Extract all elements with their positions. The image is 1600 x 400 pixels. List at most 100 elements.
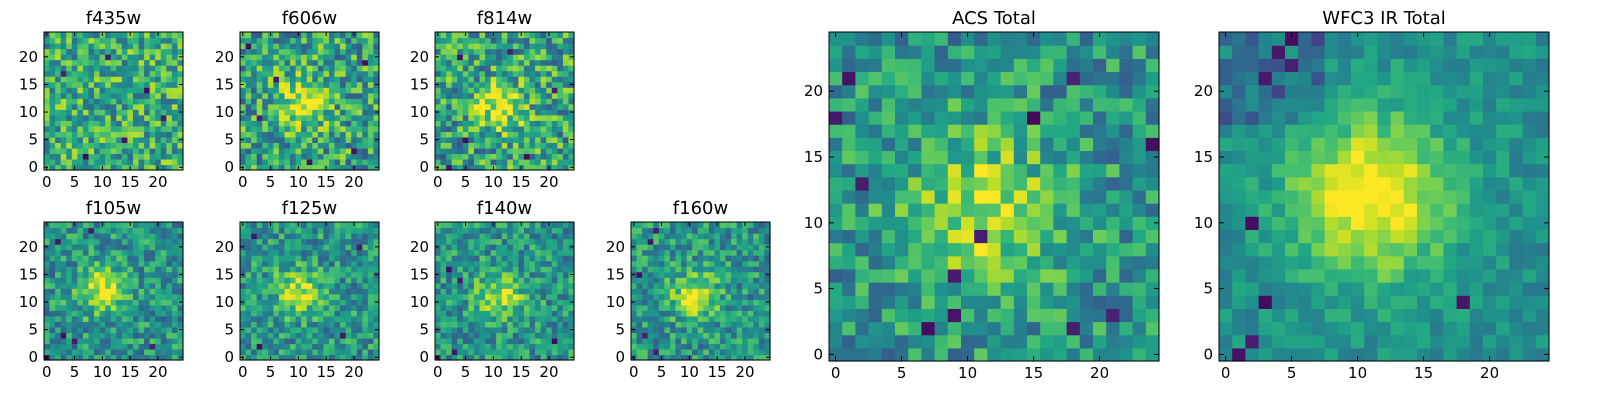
x-tick-label: 20 <box>148 363 167 381</box>
x-tick-label: 0 <box>238 363 248 381</box>
y-tick-label: 15 <box>1194 148 1213 166</box>
x-tick-label: 20 <box>344 173 363 191</box>
x-tick-label: 15 <box>121 173 140 191</box>
y-tick-label: 0 <box>419 348 429 366</box>
x-tick-label: 15 <box>121 363 140 381</box>
x-tick-label: 0 <box>831 364 841 382</box>
y-tick-label: 10 <box>19 103 38 121</box>
x-tick-label: 5 <box>70 173 80 191</box>
x-tick-label: 10 <box>680 363 699 381</box>
x-tick-label: 15 <box>1024 364 1043 382</box>
plot-frame <box>43 221 184 361</box>
heatmap-cells <box>240 32 380 171</box>
y-tick-label: 0 <box>224 158 234 176</box>
x-tick-label: 0 <box>433 363 443 381</box>
x-tick-label: 5 <box>461 173 471 191</box>
y-tick-label: 0 <box>28 158 38 176</box>
y-tick-label: 10 <box>19 293 38 311</box>
y-tick-label: 0 <box>813 345 823 363</box>
y-tick-label: 15 <box>410 265 429 283</box>
x-tick-label: 20 <box>148 173 167 191</box>
x-tick-label: 0 <box>629 363 639 381</box>
plot-frame <box>239 31 380 171</box>
x-tick-label: 0 <box>238 173 248 191</box>
y-tick-label: 5 <box>615 321 625 339</box>
panel-title: f105w <box>86 198 141 219</box>
plot-frame <box>434 221 575 361</box>
y-tick-label: 15 <box>215 265 234 283</box>
x-tick-label: 10 <box>93 363 112 381</box>
heatmap-cells <box>435 222 575 361</box>
x-tick-label: 0 <box>42 173 52 191</box>
y-tick-label: 10 <box>804 214 823 232</box>
x-tick-label: 10 <box>289 363 308 381</box>
x-tick-label: 15 <box>317 173 336 191</box>
panel-acs_total: ACS Total 0 5 10 15 20 0 5 10 15 20 <box>804 8 1160 382</box>
heatmap-cells <box>435 32 575 171</box>
y-tick-label: 20 <box>1194 82 1213 100</box>
panel-title: ACS Total <box>952 8 1036 29</box>
y-tick-label: 20 <box>804 82 823 100</box>
y-tick-label: 10 <box>1194 214 1213 232</box>
x-tick-label: 20 <box>1480 364 1499 382</box>
y-tick-label: 10 <box>410 293 429 311</box>
y-tick-label: 15 <box>804 148 823 166</box>
x-tick-label: 20 <box>1090 364 1109 382</box>
x-tick-label: 5 <box>266 173 276 191</box>
x-tick-label: 20 <box>735 363 754 381</box>
x-tick-label: 0 <box>1221 364 1231 382</box>
y-tick-label: 20 <box>215 48 234 66</box>
heatmap-cells <box>44 222 184 361</box>
y-tick-label: 5 <box>419 321 429 339</box>
y-tick-label: 0 <box>419 158 429 176</box>
panel-title: f160w <box>673 198 728 219</box>
panel-title: WFC3 IR Total <box>1322 8 1445 29</box>
heatmap-cells <box>631 222 771 361</box>
x-tick-label: 15 <box>708 363 727 381</box>
plot-frame <box>434 31 575 171</box>
y-tick-label: 15 <box>410 75 429 93</box>
x-tick-label: 10 <box>958 364 977 382</box>
panel-title: f435w <box>86 8 141 29</box>
heatmap-cells <box>1219 32 1550 362</box>
y-tick-label: 20 <box>215 238 234 256</box>
x-tick-label: 5 <box>461 363 471 381</box>
plot-frame <box>828 31 1160 362</box>
y-tick-label: 10 <box>215 293 234 311</box>
y-tick-label: 0 <box>1203 345 1213 363</box>
x-tick-label: 15 <box>512 363 531 381</box>
x-tick-label: 20 <box>344 363 363 381</box>
y-tick-label: 20 <box>410 48 429 66</box>
y-tick-label: 15 <box>19 265 38 283</box>
x-tick-label: 0 <box>42 363 52 381</box>
y-tick-label: 15 <box>19 75 38 93</box>
y-tick-label: 5 <box>813 280 823 298</box>
plot-frame <box>1218 31 1550 362</box>
y-tick-label: 0 <box>28 348 38 366</box>
x-tick-label: 20 <box>539 173 558 191</box>
y-tick-label: 0 <box>615 348 625 366</box>
x-tick-label: 10 <box>93 173 112 191</box>
heatmap-cells <box>240 222 380 361</box>
y-tick-label: 5 <box>1203 280 1213 298</box>
y-tick-label: 5 <box>224 131 234 149</box>
heatmap-cells <box>44 32 184 171</box>
x-tick-label: 5 <box>897 364 907 382</box>
y-tick-label: 15 <box>606 265 625 283</box>
x-tick-label: 0 <box>433 173 443 191</box>
x-tick-label: 20 <box>539 363 558 381</box>
y-tick-label: 0 <box>224 348 234 366</box>
y-tick-label: 15 <box>215 75 234 93</box>
y-tick-label: 10 <box>606 293 625 311</box>
y-tick-label: 20 <box>606 238 625 256</box>
x-tick-label: 10 <box>484 173 503 191</box>
y-tick-label: 20 <box>19 238 38 256</box>
x-tick-label: 10 <box>484 363 503 381</box>
panel-wfc3_ir_total: WFC3 IR Total 0 5 10 15 20 0 5 10 15 20 <box>1194 8 1550 382</box>
